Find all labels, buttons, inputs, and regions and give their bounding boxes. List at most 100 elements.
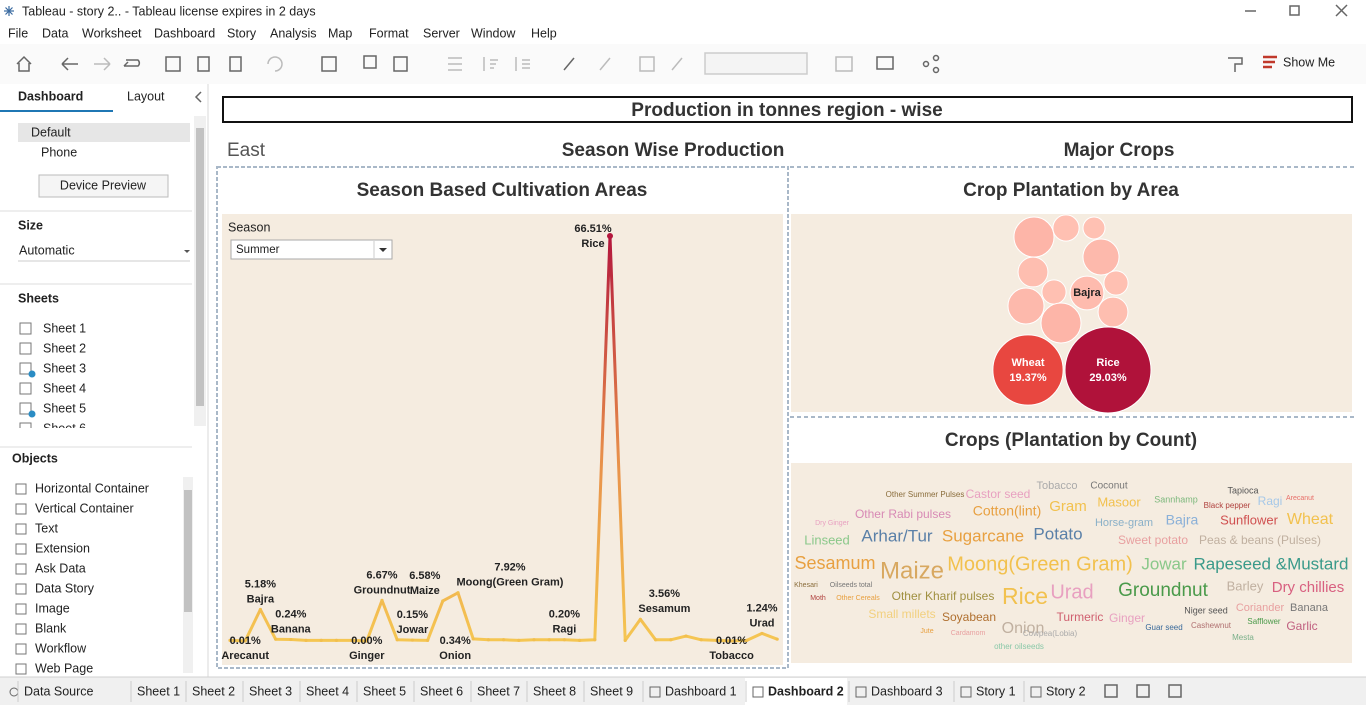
sheet-item[interactable]: Sheet 1 <box>43 321 86 335</box>
menu-item[interactable]: Window <box>471 26 516 40</box>
sheet-tab[interactable]: Sheet 1 <box>137 684 180 698</box>
sheet-tab[interactable]: Data Source <box>24 684 94 698</box>
device-preview-button[interactable] <box>38 174 169 198</box>
word: Other Cereals <box>836 595 880 602</box>
object-item[interactable]: Blank <box>35 621 67 635</box>
panel-tab[interactable]: Dashboard <box>18 89 83 103</box>
plot-area <box>222 214 783 665</box>
device-preview-label: Device Preview <box>60 178 147 192</box>
bubble-value: 19.37% <box>1009 372 1047 384</box>
sheet-tab[interactable]: Sheet 6 <box>420 684 463 698</box>
menu-item[interactable]: Story <box>227 26 257 40</box>
line-point <box>334 638 338 642</box>
object-icon <box>15 483 27 495</box>
line-point <box>410 638 414 642</box>
new-sheet-icons[interactable] <box>1104 684 1182 698</box>
sheet-item[interactable]: Sheet 6 <box>43 421 86 435</box>
bubble <box>1064 326 1152 414</box>
menu-item[interactable]: Help <box>531 26 557 40</box>
menu-item[interactable]: Format <box>369 26 409 40</box>
sheet-tab[interactable]: Sheet 7 <box>477 684 520 698</box>
sheet-tab[interactable]: Sheet 2 <box>192 684 235 698</box>
word: Masoor <box>1097 494 1141 509</box>
bubble <box>1040 302 1082 344</box>
bubble-label: Rice <box>1096 357 1119 369</box>
sheet-icon <box>19 342 32 355</box>
tab-bar <box>0 677 1366 705</box>
bubble <box>1041 279 1067 305</box>
collapse-icon[interactable] <box>194 91 202 103</box>
line-point <box>395 638 399 642</box>
object-item[interactable]: Web Page <box>35 661 93 675</box>
device-option[interactable]: Phone <box>41 145 77 159</box>
word: Coriander <box>1236 602 1285 614</box>
menu-item[interactable]: Analysis <box>270 26 317 40</box>
object-item[interactable]: Ask Data <box>35 561 86 575</box>
word: Banana <box>1290 602 1329 614</box>
sheet-tab[interactable]: Sheet 8 <box>533 684 576 698</box>
toolbar-icons[interactable] <box>16 52 1277 75</box>
sheet-tab[interactable]: Sheet 4 <box>306 684 349 698</box>
bubble <box>1013 216 1055 258</box>
menu-item[interactable]: Dashboard <box>154 26 215 40</box>
category-label: Jowar <box>397 624 430 636</box>
object-item[interactable]: Image <box>35 601 70 615</box>
filter-badge <box>28 370 36 378</box>
sheet-tab[interactable]: Dashboard 3 <box>871 684 943 698</box>
menu-item[interactable]: File <box>8 26 28 40</box>
data-label: 5.18% <box>245 578 276 590</box>
sheet-tab[interactable]: Dashboard 2 <box>768 684 844 698</box>
filter-badge <box>28 410 36 418</box>
sheet-tab[interactable]: Story 1 <box>976 684 1016 698</box>
category-label: Urad <box>749 617 774 629</box>
word: Other Rabi pulses <box>855 507 951 521</box>
line-point <box>745 638 749 642</box>
menu-item[interactable]: Data <box>42 26 68 40</box>
sheet-item[interactable]: Sheet 5 <box>43 401 86 415</box>
object-item[interactable]: Vertical Container <box>35 501 134 515</box>
sheets-heading: Sheets <box>18 291 59 305</box>
sheet-item[interactable]: Sheet 2 <box>43 341 86 355</box>
sheet-item[interactable]: Sheet 4 <box>43 381 86 395</box>
window-controls[interactable] <box>1245 4 1348 17</box>
dropdown-arrow <box>184 250 190 253</box>
word: Peas & beans (Pulses) <box>1199 533 1321 547</box>
menu-item[interactable]: Map <box>328 26 352 40</box>
data-label: 0.20% <box>549 609 580 621</box>
sheet-tab[interactable]: Story 2 <box>1046 684 1086 698</box>
object-item[interactable]: Extension <box>35 541 90 555</box>
word: Moong(Green Gram) <box>947 553 1133 575</box>
sheet-tab[interactable]: Sheet 3 <box>249 684 292 698</box>
word: Tapioca <box>1227 485 1258 495</box>
sheet-tab[interactable]: Sheet 5 <box>363 684 406 698</box>
object-item[interactable]: Horizontal Container <box>35 481 149 495</box>
sheet-item[interactable]: Sheet 3 <box>43 361 86 375</box>
sheet-icon <box>19 362 32 375</box>
bubble <box>1103 270 1129 296</box>
tab-icon <box>649 686 661 698</box>
device-option[interactable]: Default <box>31 125 71 139</box>
word: Urad <box>1050 581 1093 603</box>
menu-item[interactable]: Worksheet <box>82 26 142 40</box>
word: Black pepper <box>1204 501 1251 510</box>
sheets-list: Sheet 1 Sheet 2 Sheet 3 Sheet 4 Sheet 5 Sheet… <box>19 321 86 435</box>
word: Bajra <box>1166 512 1199 528</box>
word: Ragi <box>1258 494 1283 508</box>
object-item[interactable]: Text <box>35 521 58 535</box>
dashboard-title: Production in tonnes region - wise <box>631 100 942 121</box>
panel-tab[interactable]: Layout <box>127 89 165 103</box>
selected-device <box>18 123 190 142</box>
menu-item[interactable]: Server <box>423 26 460 40</box>
object-item[interactable]: Workflow <box>35 641 87 655</box>
scrollbar-thumb[interactable] <box>184 490 192 612</box>
scrollbar-thumb[interactable] <box>196 128 204 406</box>
season-filter[interactable] <box>230 239 393 260</box>
sheet-tab[interactable]: Dashboard 1 <box>665 684 737 698</box>
chart-title: Crop Plantation by Area <box>963 180 1179 201</box>
data-label: 1.24% <box>746 602 777 614</box>
sheet-tab[interactable]: Sheet 9 <box>590 684 633 698</box>
show-me-button[interactable]: Show Me <box>1283 55 1335 69</box>
object-icon <box>15 603 27 615</box>
size-dropdown[interactable]: Automatic <box>19 243 75 257</box>
object-item[interactable]: Data Story <box>35 581 95 595</box>
